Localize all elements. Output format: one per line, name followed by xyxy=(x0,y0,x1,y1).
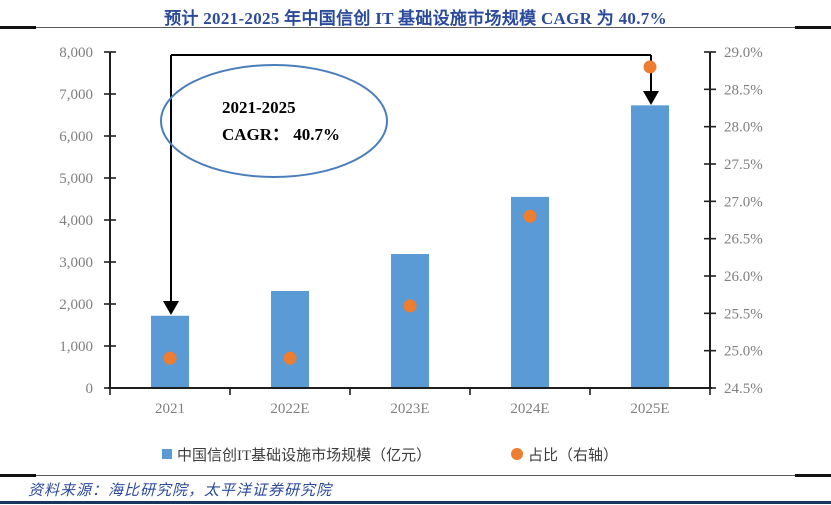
dot-2023E xyxy=(403,299,417,313)
right-axis-tick-label: 28.5% xyxy=(724,82,763,98)
x-axis-category-label: 2022E xyxy=(270,401,309,417)
dot-2021 xyxy=(163,351,177,365)
right-axis-tick-label: 25.0% xyxy=(724,344,763,360)
chart-legend: 中国信创IT基础设施市场规模（亿元） 占比（右轴） xyxy=(0,443,831,465)
divider-right-cap xyxy=(795,474,831,477)
x-axis-category-label: 2024E xyxy=(510,401,549,417)
cagr-arrow xyxy=(163,54,659,315)
x-axis-category-label: 2025E xyxy=(630,401,669,417)
callout-line2: CAGR： 40.7% xyxy=(222,125,340,144)
left-axis-tick-label: 8,000 xyxy=(59,45,93,61)
left-axis-tick-label: 7,000 xyxy=(59,87,93,103)
callout-ellipse xyxy=(160,64,388,178)
left-axis-tick-label: 0 xyxy=(86,381,94,397)
page-title: 预计 2021-2025 年中国信创 IT 基础设施市场规模 CAGR 为 40… xyxy=(164,9,667,28)
left-axis-tick-label: 2,000 xyxy=(59,297,93,313)
bar-2022E xyxy=(271,290,309,388)
dot-series xyxy=(163,60,657,365)
bar-2025E xyxy=(631,105,669,388)
left-axis-tick-label: 3,000 xyxy=(59,255,93,271)
dot-series-circle-icon xyxy=(511,448,523,460)
left-axis-tick-label: 1,000 xyxy=(59,339,93,355)
divider-left-cap xyxy=(0,26,36,29)
source-note: 资料来源：海比研究院，太平洋证券研究院 xyxy=(28,483,333,499)
right-axis-tick-label: 24.5% xyxy=(724,381,763,397)
bar-series-square-icon xyxy=(162,449,172,459)
left-axis-labels: 0 1,000 2,000 3,000 4,000 5,000 6,000 7,000 8,00… xyxy=(59,45,93,397)
bar-2023E xyxy=(391,254,429,388)
right-axis-tick-label: 25.5% xyxy=(724,306,763,322)
x-axis-labels: 2021 2022E 2023E 2024E 2025E xyxy=(155,401,670,417)
bar-series xyxy=(151,105,669,388)
arrow-right-head-icon xyxy=(643,91,659,105)
callout-line1: 2021-2025 xyxy=(222,98,296,117)
dot-2022E xyxy=(283,351,297,365)
x-axis-category-label: 2023E xyxy=(390,401,429,417)
right-axis-tick-label: 26.0% xyxy=(724,269,763,285)
title-divider xyxy=(0,26,831,29)
legend-item-share: 占比（右轴） xyxy=(511,443,618,465)
right-axis-tick-label: 26.5% xyxy=(724,232,763,248)
left-axis-tick-label: 6,000 xyxy=(59,129,93,145)
left-axis-tick-label: 4,000 xyxy=(59,213,93,229)
arrow-left-head-icon xyxy=(163,301,179,315)
right-axis-tick-label: 27.0% xyxy=(724,194,763,210)
combo-chart: 0 1,000 2,000 3,000 4,000 5,000 6,000 7,000 8,00… xyxy=(59,45,763,417)
right-axis-labels: 24.5% 25.0% 25.5% 26.0% 26.5% 27.0% 27.5% 28.0%… xyxy=(724,45,763,397)
legend-item-market-size: 中国信创IT基础设施市场规模（亿元） xyxy=(162,443,431,465)
left-axis-tick-label: 5,000 xyxy=(59,171,93,187)
x-axis-category-label: 2021 xyxy=(155,401,185,417)
divider-left-cap xyxy=(0,474,36,477)
legend-label-market-size: 中国信创IT基础设施市场规模（亿元） xyxy=(177,447,432,464)
right-axis-tick-label: 29.0% xyxy=(724,45,763,61)
cagr-callout: 2021-2025 CAGR： 40.7% xyxy=(160,64,388,178)
footer-divider xyxy=(0,474,831,477)
bottom-border xyxy=(0,501,831,504)
right-axis-tick-label: 27.5% xyxy=(724,157,763,173)
right-axis-tick-label: 28.0% xyxy=(724,120,763,136)
legend-label-share: 占比（右轴） xyxy=(528,447,619,464)
divider-right-cap xyxy=(795,26,831,29)
bar-2024E xyxy=(511,196,549,388)
dot-2024E xyxy=(523,209,537,223)
dot-2025E xyxy=(643,60,657,74)
